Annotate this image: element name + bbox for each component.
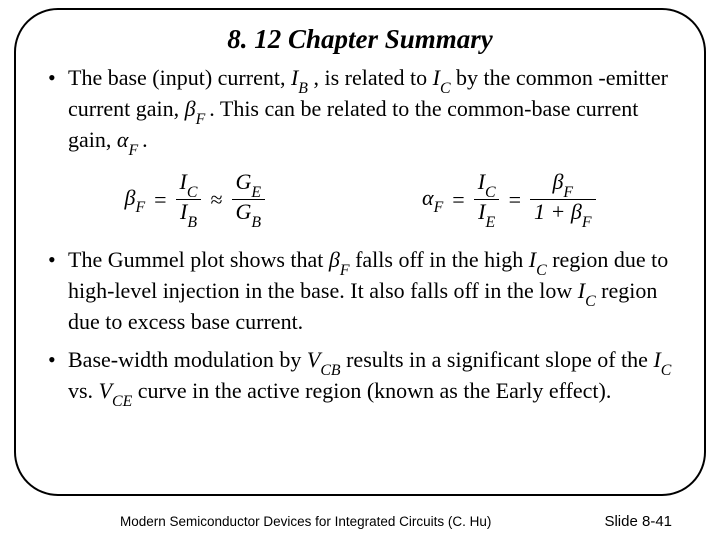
f2-num1-sub: C: [485, 184, 496, 201]
b2-beta-sub: F: [340, 262, 350, 279]
formula-row: βF = IC IB ≈ GE GB αF = IC IE = βF 1 + β…: [46, 170, 674, 229]
b1-alpha: α: [117, 127, 129, 152]
f2-lhs: α: [422, 185, 434, 210]
b1-text-a: The base (input) current,: [68, 65, 291, 90]
b3-vce-sub: CE: [112, 393, 132, 410]
b1-ic: I: [433, 65, 440, 90]
f2-num1: I: [478, 169, 485, 194]
bullet-list: The base (input) current, I B , is relate…: [46, 65, 674, 158]
bullet-1: The base (input) current, I B , is relate…: [46, 65, 674, 158]
f1-num2-sub: E: [251, 184, 261, 201]
f2-den1-sub: E: [485, 214, 495, 231]
bullet-3: Base-width modulation by VCB results in …: [46, 347, 674, 409]
f2-den2-b: β: [571, 199, 582, 224]
b2-ic-sub: C: [536, 262, 547, 279]
f1-den2-sub: B: [251, 214, 261, 231]
slide-title: 8. 12 Chapter Summary: [46, 24, 674, 55]
b3-ic-sub: C: [661, 362, 672, 379]
b1-beta: β: [185, 96, 196, 121]
f2-den2-a: 1 +: [534, 199, 571, 224]
b1-beta-sub: F: [196, 111, 210, 128]
b3-ic: I: [653, 347, 660, 372]
footer-slide-number: Slide 8-41: [604, 513, 672, 530]
b1-text-b: , is related to: [308, 65, 433, 90]
f2-lhs-sub: F: [434, 199, 444, 216]
b3-text-a: Base-width modulation by: [68, 347, 307, 372]
footer-book: Modern Semiconductor Devices for Integra…: [120, 514, 491, 529]
f1-num1-sub: C: [187, 184, 198, 201]
b3-vcb-sub: CB: [320, 362, 340, 379]
f1-lhs-sub: F: [135, 199, 145, 216]
f2-num2: β: [552, 169, 563, 194]
b1-ib-sub: B: [298, 80, 308, 97]
f1-den1-sub: B: [187, 214, 197, 231]
eq-sign-3: =: [506, 187, 524, 213]
f1-lhs: β: [124, 185, 135, 210]
f2-frac2: βF 1 + βF: [530, 170, 596, 229]
f2-num2-sub: F: [563, 184, 573, 201]
slide-frame: 8. 12 Chapter Summary The base (input) c…: [14, 8, 706, 496]
b3-vce: V: [99, 378, 112, 403]
f1-den2: G: [236, 199, 252, 224]
formula-alpha: αF = IC IE = βF 1 + βF: [422, 170, 595, 229]
b3-vcb: V: [307, 347, 320, 372]
eq-sign-2: =: [449, 187, 467, 213]
bullet-2: The Gummel plot shows that βF falls off …: [46, 247, 674, 335]
b2-ic2: I: [578, 278, 585, 303]
bullet-list-2: The Gummel plot shows that βF falls off …: [46, 247, 674, 409]
b1-text-e: .: [142, 127, 148, 152]
b3-text-b: results in a significant slope of the: [341, 347, 654, 372]
f1-frac1: IC IB: [176, 170, 202, 229]
b2-text-a: The Gummel plot shows that: [68, 247, 329, 272]
formula-beta: βF = IC IB ≈ GE GB: [124, 170, 265, 229]
b2-ic2-sub: C: [585, 293, 596, 310]
f1-num1: I: [180, 169, 187, 194]
b3-text-c: vs.: [68, 378, 99, 403]
footer: Modern Semiconductor Devices for Integra…: [0, 513, 720, 530]
b1-alpha-sub: F: [128, 142, 142, 159]
b3-text-d: curve in the active region (known as the…: [132, 378, 611, 403]
b1-ic-sub: C: [440, 80, 451, 97]
b2-text-b: falls off in the high: [350, 247, 529, 272]
f1-num2: G: [236, 169, 252, 194]
f2-frac1: IC IE: [474, 170, 500, 229]
f1-frac2: GE GB: [232, 170, 266, 229]
eq-sign: =: [151, 187, 169, 213]
f2-den2-b-sub: F: [582, 214, 592, 231]
approx-sign: ≈: [207, 187, 225, 213]
b2-beta: β: [329, 247, 340, 272]
